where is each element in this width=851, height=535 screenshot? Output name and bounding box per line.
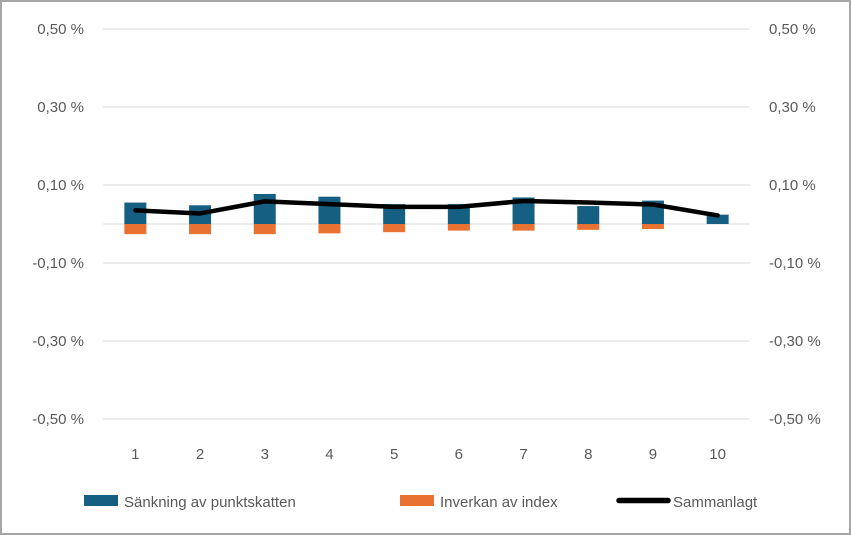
legend-swatch-inverkan xyxy=(400,495,434,506)
bar-series2-cat7 xyxy=(512,224,535,231)
bar-series2-cat6 xyxy=(447,224,470,231)
legend-label-inverkan: Inverkan av index xyxy=(440,494,558,511)
x-axis-label: 8 xyxy=(584,446,592,463)
y-axis-tick-label-left: 0,50 % xyxy=(37,21,84,38)
legend-label-sankning: Sänkning av punktskatten xyxy=(124,494,296,511)
y-axis-tick-label-left: 0,30 % xyxy=(37,99,84,116)
plot-area: 0,50 % 0,50 % 0,30 % 0,30 % 0,10 % 0,10 % -0,1… xyxy=(32,21,820,463)
bar-series2-cat2 xyxy=(189,224,212,235)
y-axis-tick-label-left: -0,10 % xyxy=(32,255,84,272)
legend: Sänkning av punktskatten Inverkan av ind… xyxy=(84,494,758,511)
y-axis-tick-label-right: 0,30 % xyxy=(769,99,816,116)
x-axis-label: 3 xyxy=(261,446,269,463)
bar-series1-cat7 xyxy=(512,197,535,224)
bar-series1-cat8 xyxy=(577,206,600,224)
y-axis-tick-label-left: -0,50 % xyxy=(32,411,84,428)
y-axis-tick-label-right: -0,50 % xyxy=(769,411,821,428)
bar-series2-cat5 xyxy=(383,224,406,233)
x-axis-label: 6 xyxy=(455,446,463,463)
y-axis-tick-label-right: -0,30 % xyxy=(769,333,821,350)
bar-series1-cat3 xyxy=(253,193,276,224)
bar-series1-cat1 xyxy=(124,202,147,224)
y-axis-tick-label-right: -0,10 % xyxy=(769,255,821,272)
x-axis-label: 10 xyxy=(709,446,726,463)
bar-series1-cat4 xyxy=(318,196,341,224)
bar-series2-cat8 xyxy=(577,224,600,230)
bar-series2-cat1 xyxy=(124,224,147,235)
bar-series2-cat9 xyxy=(641,224,664,230)
legend-label-sammanlagt: Sammanlagt xyxy=(673,494,758,511)
x-axis-label: 7 xyxy=(519,446,527,463)
bar-series2-cat3 xyxy=(253,224,276,235)
x-axis-label: 4 xyxy=(325,446,333,463)
y-axis-tick-label-right: 0,10 % xyxy=(769,177,816,194)
legend-swatch-sankning xyxy=(84,495,118,506)
x-axis-label: 5 xyxy=(390,446,398,463)
x-axis-label: 2 xyxy=(196,446,204,463)
y-axis-tick-label-left: -0,30 % xyxy=(32,333,84,350)
y-axis-tick-label-left: 0,10 % xyxy=(37,177,84,194)
x-axis-label: 1 xyxy=(131,446,139,463)
y-axis-tick-label-right: 0,50 % xyxy=(769,21,816,38)
x-axis-label: 9 xyxy=(649,446,657,463)
bar-series1-cat10 xyxy=(706,214,729,224)
line-sammanlagt xyxy=(133,198,720,218)
bar-series2-cat4 xyxy=(318,224,341,234)
